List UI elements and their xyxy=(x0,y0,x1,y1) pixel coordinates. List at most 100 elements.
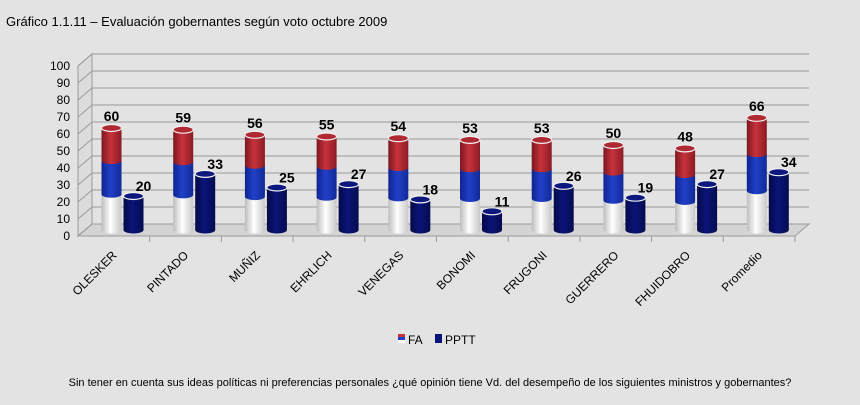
fa-bar-top xyxy=(460,139,481,173)
pptt-data-label: 11 xyxy=(495,193,510,209)
fa-bar-middle xyxy=(746,153,767,195)
fa-bar-top xyxy=(173,129,194,166)
fa-bar-middle xyxy=(101,160,122,198)
chart-title: Gráfico 1.1.11 – Evaluación gobernantes … xyxy=(6,14,388,29)
fa-bar-top xyxy=(531,139,552,173)
x-tick-label: FRUGONI xyxy=(501,248,550,297)
pptt-data-label: 25 xyxy=(279,170,295,186)
pptt-bar xyxy=(625,197,646,234)
pptt-data-label: 19 xyxy=(638,180,654,196)
pptt-bar-cap xyxy=(553,181,575,190)
pptt-bar-cap xyxy=(409,195,431,204)
gridline xyxy=(77,87,809,101)
fa-data-label: 59 xyxy=(175,110,191,126)
pptt-data-label: 26 xyxy=(566,168,582,184)
pptt-bar-cap xyxy=(696,180,718,189)
pptt-bar-cap xyxy=(194,169,216,178)
x-tick-label: MUÑIZ xyxy=(226,248,263,285)
fa-bar-bottom xyxy=(101,194,122,234)
fa-bar-cap xyxy=(746,113,768,122)
pptt-data-label: 33 xyxy=(207,156,223,172)
fa-bar-middle xyxy=(460,168,481,202)
y-tick-label: 0 xyxy=(63,229,70,243)
fa-bar-cap xyxy=(674,144,696,153)
fa-bar-middle xyxy=(316,166,337,201)
fa-bar-middle xyxy=(675,174,696,205)
fa-data-label: 53 xyxy=(462,120,478,136)
x-tick-label: BONOMI xyxy=(434,248,478,292)
pptt-data-label: 27 xyxy=(351,166,367,182)
pptt-bar xyxy=(338,184,359,234)
gridline xyxy=(77,104,809,118)
fa-bar-bottom xyxy=(603,200,624,234)
pptt-bar xyxy=(266,187,287,234)
fa-data-label: 60 xyxy=(104,108,120,124)
x-tick-label: VENEGAS xyxy=(355,248,406,299)
pptt-data-label: 27 xyxy=(709,166,725,182)
chart-footnote: Sin tener en cuenta sus ideas políticas … xyxy=(68,377,792,389)
gridline xyxy=(77,121,809,135)
x-tick-label: FHUIDOBRO xyxy=(632,248,693,309)
x-tick-label: GUERRERO xyxy=(563,248,622,307)
pptt-data-label: 34 xyxy=(781,154,797,170)
fa-data-label: 66 xyxy=(749,98,765,114)
fa-data-label: 48 xyxy=(677,128,693,144)
pptt-data-label: 18 xyxy=(423,181,439,197)
pptt-bar xyxy=(553,185,574,234)
legend: FA PPTT xyxy=(398,333,476,347)
pptt-bar-cap xyxy=(338,180,360,189)
y-tick-label: 100 xyxy=(50,59,70,73)
fa-bar-top xyxy=(746,117,767,158)
pptt-bar-cap xyxy=(768,168,790,177)
pptt-bar xyxy=(410,199,431,234)
y-tick-label: 80 xyxy=(57,93,71,107)
pptt-bar xyxy=(768,172,789,234)
fa-bar-top xyxy=(603,145,624,176)
x-tick-label: EHRLICH xyxy=(288,248,335,295)
y-tick-label: 50 xyxy=(57,144,71,158)
fa-data-label: 55 xyxy=(319,117,335,133)
fa-data-label: 54 xyxy=(391,118,407,134)
fa-bar-bottom xyxy=(244,196,265,234)
fa-bar-top xyxy=(316,136,337,170)
x-tick-label: PINTADO xyxy=(144,248,191,295)
fa-bar-cap xyxy=(100,123,123,133)
fa-data-label: 56 xyxy=(247,115,263,131)
fa-bar-top xyxy=(675,148,696,179)
fa-bar-middle xyxy=(173,161,194,199)
fa-bar-top xyxy=(244,134,265,169)
gridline xyxy=(77,172,809,186)
fa-bar-top xyxy=(101,128,122,165)
y-tick-label: 90 xyxy=(57,76,71,90)
y-tick-label: 40 xyxy=(57,161,71,175)
pptt-bar-cap xyxy=(266,183,288,192)
gridline xyxy=(77,155,809,169)
pptt-bar xyxy=(482,211,503,234)
legend-label-fa: FA xyxy=(408,333,423,347)
fa-bar-cap xyxy=(316,132,338,141)
fa-data-label: 53 xyxy=(534,120,550,136)
y-tick-label: 60 xyxy=(57,127,71,141)
gridline xyxy=(77,53,809,67)
fa-bar-top xyxy=(388,138,409,172)
y-tick-label: 70 xyxy=(57,110,71,124)
fa-bar-cap xyxy=(602,140,625,150)
fa-bar-middle xyxy=(244,165,265,201)
fa-bar-cap xyxy=(387,134,409,143)
fa-bar-cap xyxy=(459,135,481,144)
fa-data-label: 50 xyxy=(606,125,622,141)
pptt-bar xyxy=(123,196,144,234)
pptt-bar-cap xyxy=(624,193,647,202)
fa-bar-bottom xyxy=(746,190,767,234)
legend-label-pptt: PPTT xyxy=(445,333,476,347)
pptt-bar-cap xyxy=(122,191,145,201)
fa-bar-middle xyxy=(603,172,624,204)
x-tick-label: OLESKER xyxy=(70,248,120,298)
gridline xyxy=(77,70,809,84)
fa-bar-middle xyxy=(531,168,552,202)
gridline xyxy=(77,138,809,152)
pptt-bar-cap xyxy=(481,207,503,216)
fa-bar-cap xyxy=(244,130,266,139)
pptt-data-label: 20 xyxy=(136,178,152,194)
fa-bar-cap xyxy=(531,135,553,144)
